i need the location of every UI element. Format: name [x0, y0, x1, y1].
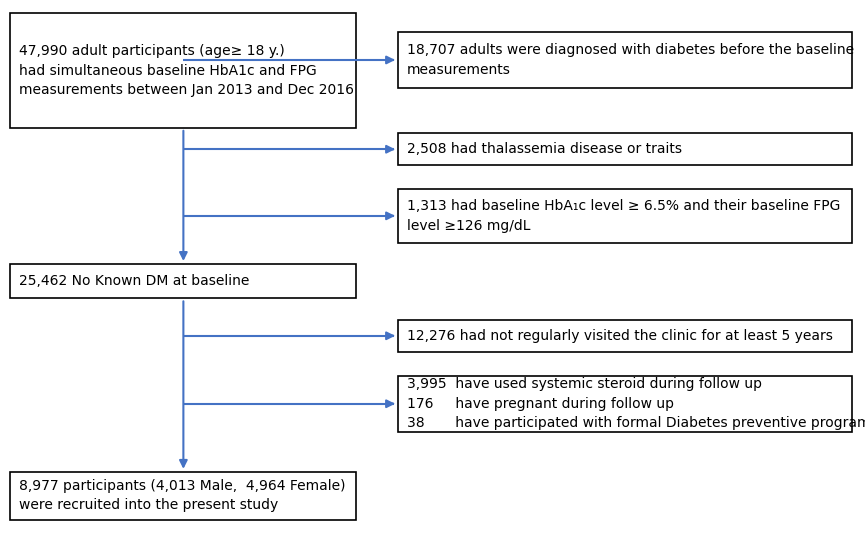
Bar — [398, 32, 852, 88]
Bar — [398, 376, 852, 432]
Text: 8,977 participants (4,013 Male,  4,964 Female)
were recruited into the present s: 8,977 participants (4,013 Male, 4,964 Fe… — [19, 479, 345, 512]
Bar — [10, 13, 356, 128]
Bar — [398, 189, 852, 243]
Bar — [10, 472, 356, 520]
Bar — [398, 320, 852, 352]
Text: 18,707 adults were diagnosed with diabetes before the baseline
measurements: 18,707 adults were diagnosed with diabet… — [407, 43, 854, 77]
Text: 47,990 adult participants (age≥ 18 y.)
had simultaneous baseline HbA1c and FPG
m: 47,990 adult participants (age≥ 18 y.) h… — [19, 44, 354, 97]
Bar — [10, 264, 356, 298]
Text: 1,313 had baseline HbA₁c level ≥ 6.5% and their baseline FPG
level ≥126 mg/dL: 1,313 had baseline HbA₁c level ≥ 6.5% an… — [407, 199, 840, 232]
Text: 2,508 had thalassemia disease or traits: 2,508 had thalassemia disease or traits — [407, 142, 682, 156]
Text: 12,276 had not regularly visited the clinic for at least 5 years: 12,276 had not regularly visited the cli… — [407, 329, 832, 343]
Text: 25,462 No Known DM at baseline: 25,462 No Known DM at baseline — [19, 274, 249, 288]
Text: 3,995  have used systemic steroid during follow up
176     have pregnant during : 3,995 have used systemic steroid during … — [407, 377, 865, 430]
Bar — [398, 133, 852, 165]
